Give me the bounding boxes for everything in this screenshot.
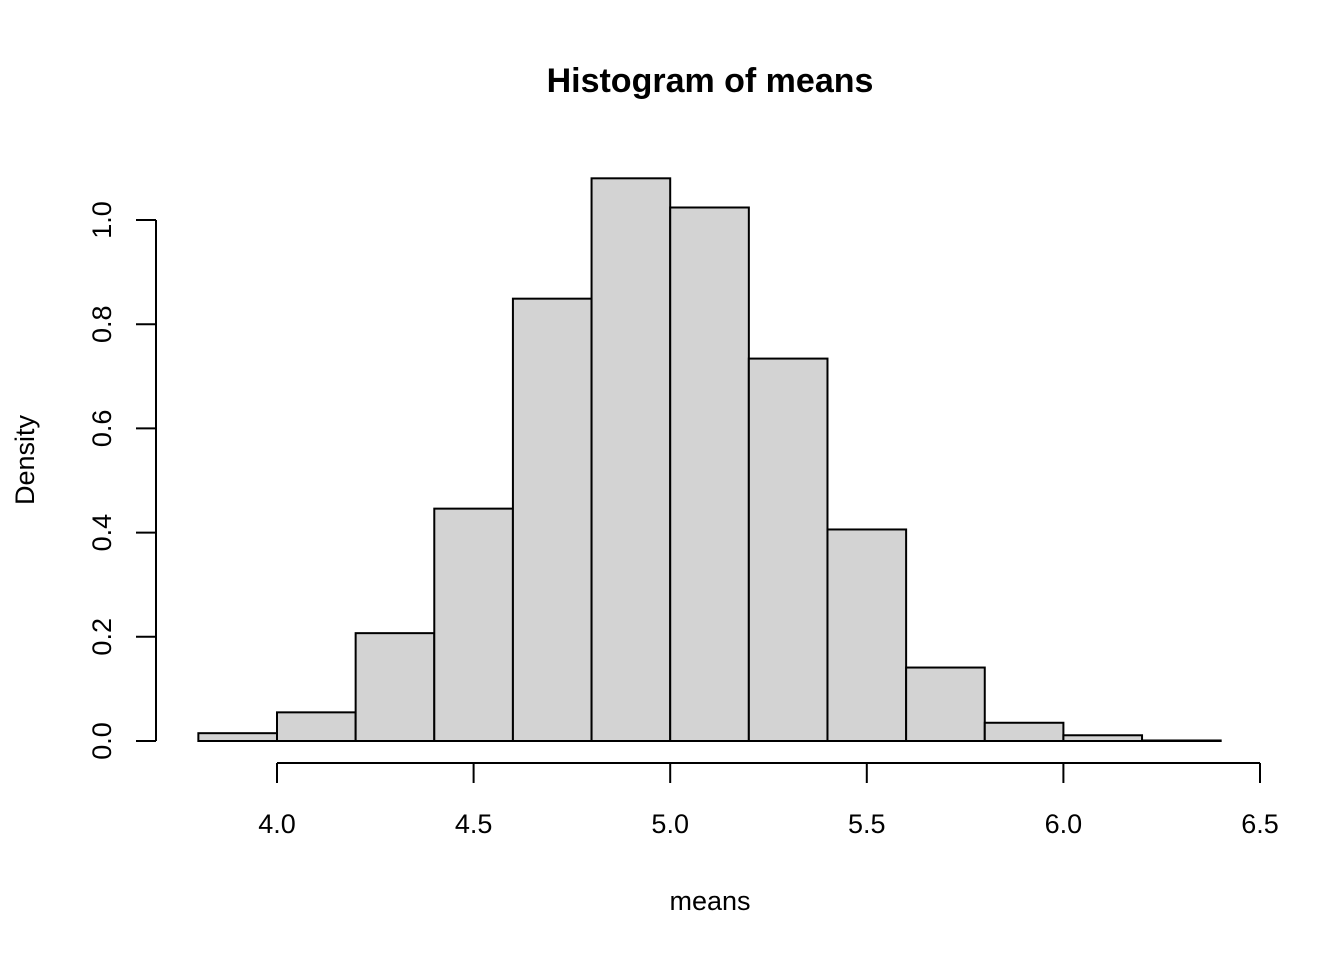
y-axis-label: Density <box>10 414 40 505</box>
y-tick-label: 0.8 <box>87 305 117 343</box>
x-axis: 4.0 4.5 5.0 5.5 6.0 6.5 <box>258 762 1279 839</box>
histogram-bar <box>197 732 278 742</box>
histogram-bar <box>511 297 593 742</box>
x-tick-label: 6.5 <box>1241 809 1279 839</box>
x-tick-label: 4.0 <box>258 809 296 839</box>
x-tick-label: 5.5 <box>848 809 886 839</box>
bars-group <box>197 177 1222 743</box>
x-axis-label: means <box>669 886 750 916</box>
histogram-bar <box>354 632 436 743</box>
histogram-bar <box>983 721 1065 743</box>
y-tick-label: 1.0 <box>87 201 117 239</box>
chart-title: Histogram of means <box>547 62 874 100</box>
histogram-bar <box>905 666 986 742</box>
y-tick-label: 0.4 <box>87 514 117 552</box>
x-tick-label: 4.5 <box>455 809 493 839</box>
histogram-bar <box>276 711 357 742</box>
x-tick-label: 6.0 <box>1045 809 1083 839</box>
y-axis: 0.0 0.2 0.4 0.6 0.8 1.0 <box>87 201 157 760</box>
histogram-bar <box>590 177 672 742</box>
histogram-bar <box>826 528 908 742</box>
y-tick-label: 0.6 <box>87 410 117 448</box>
histogram-bar <box>1062 734 1144 742</box>
x-tick-label: 5.0 <box>651 809 689 839</box>
histogram-bar <box>433 507 514 742</box>
y-tick-label: 0.0 <box>87 722 117 760</box>
histogram-bar <box>1141 739 1222 743</box>
histogram-bar <box>669 206 750 743</box>
histogram-bar <box>747 357 829 742</box>
y-tick-label: 0.2 <box>87 618 117 656</box>
